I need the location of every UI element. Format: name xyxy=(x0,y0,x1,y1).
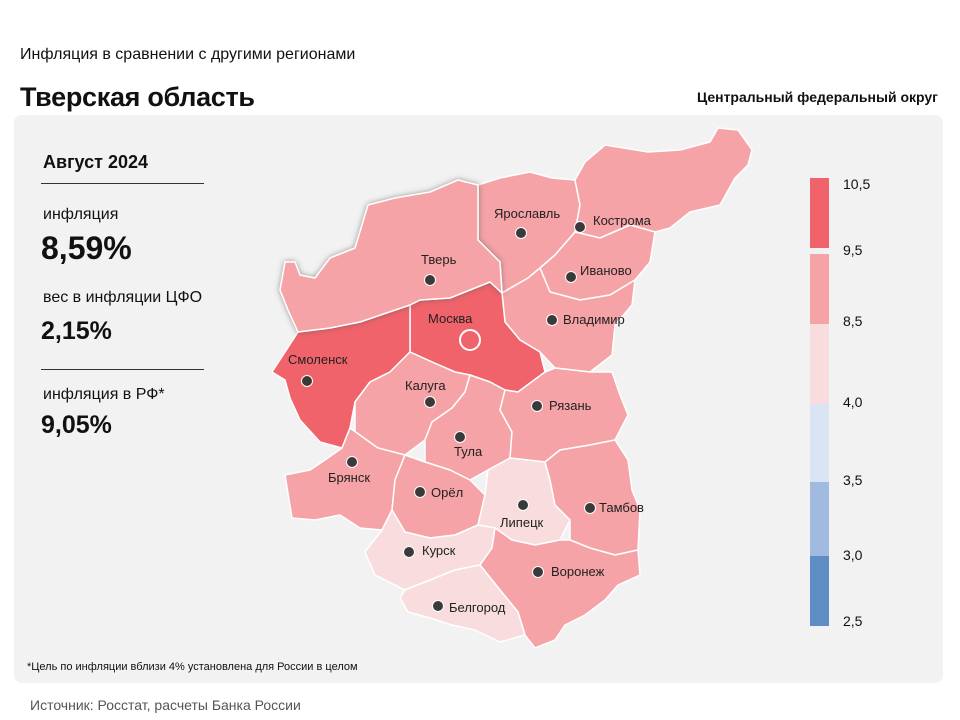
city-marker-smolensk xyxy=(301,375,313,387)
city-label-bryansk: Брянск xyxy=(328,470,370,485)
city-marker-kaluga xyxy=(424,396,436,408)
city-label-lipetsk: Липецк xyxy=(500,515,544,530)
rf-inflation-value: 9,05% xyxy=(41,411,112,439)
legend-tick: 8,5 xyxy=(843,313,863,329)
region-tver[interactable] xyxy=(279,179,503,333)
legend-segment xyxy=(810,178,829,248)
city-marker-tula xyxy=(454,431,466,443)
legend-tick: 4,0 xyxy=(843,394,863,410)
footnote: *Цель по инфляции вблизи 4% установлена … xyxy=(27,661,358,673)
city-label-tambov: Тамбов xyxy=(599,500,644,515)
city-marker-belgorod xyxy=(432,600,444,612)
city-marker-lipetsk xyxy=(517,499,529,511)
legend-tick: 9,5 xyxy=(843,242,863,258)
city-label-kaluga: Калуга xyxy=(405,378,446,393)
city-marker-yaroslavl xyxy=(515,227,527,239)
legend-tick: 2,5 xyxy=(843,613,863,629)
legend-tick: 3,5 xyxy=(843,472,863,488)
period-label: Август 2024 xyxy=(43,152,148,172)
region-belgorod[interactable] xyxy=(399,564,526,643)
city-marker-moscow xyxy=(459,329,481,351)
rf-inflation-label: инфляция в РФ* xyxy=(43,386,165,403)
district-label: Центральный федеральный округ xyxy=(696,89,938,105)
city-label-yaroslavl: Ярославль xyxy=(494,206,560,221)
chart-subtitle: Инфляция в сравнении с другими регионами xyxy=(20,46,356,63)
weight-value: 2,15% xyxy=(41,317,112,345)
city-marker-orel xyxy=(414,486,426,498)
divider xyxy=(41,369,204,370)
city-label-smolensk: Смоленск xyxy=(288,352,348,367)
city-marker-tver xyxy=(424,274,436,286)
divider xyxy=(41,183,204,184)
city-label-vladimir: Владимир xyxy=(563,312,625,327)
city-label-kostroma: Кострома xyxy=(593,213,652,228)
city-marker-tambov xyxy=(584,502,596,514)
weight-label: вес в инфляции ЦФО xyxy=(43,289,203,306)
inflation-label: инфляция xyxy=(43,206,119,223)
city-label-orel: Орёл xyxy=(431,485,463,500)
legend-segment xyxy=(810,324,829,404)
source-note: Источник: Росстат, расчеты Банка России xyxy=(30,697,301,713)
region-bryansk[interactable] xyxy=(284,427,406,531)
city-marker-kursk xyxy=(403,546,415,558)
city-marker-bryansk xyxy=(346,456,358,468)
city-marker-kostroma xyxy=(574,221,586,233)
city-label-belgorod: Белгород xyxy=(449,600,506,615)
legend-segment xyxy=(810,254,829,324)
city-marker-vladimir xyxy=(546,314,558,326)
legend-tick: 10,5 xyxy=(843,176,871,192)
legend-segment xyxy=(810,404,829,482)
legend-segment xyxy=(810,482,829,556)
legend-tick: 3,0 xyxy=(843,547,863,563)
city-label-voronezh: Воронеж xyxy=(551,564,605,579)
city-label-moscow: Москва xyxy=(428,311,473,326)
city-label-ivanovo: Иваново xyxy=(580,263,632,278)
city-label-kursk: Курск xyxy=(422,543,456,558)
legend-segment xyxy=(810,556,829,626)
region-title: Тверская область xyxy=(20,82,255,112)
inflation-value: 8,59% xyxy=(41,230,132,266)
city-marker-voronezh xyxy=(532,566,544,578)
region-ryazan[interactable] xyxy=(499,367,629,463)
city-label-tver: Тверь xyxy=(421,252,457,267)
city-marker-ryazan xyxy=(531,400,543,412)
city-marker-ivanovo xyxy=(565,271,577,283)
city-label-tula: Тула xyxy=(454,444,483,459)
city-label-ryazan: Рязань xyxy=(549,398,592,413)
